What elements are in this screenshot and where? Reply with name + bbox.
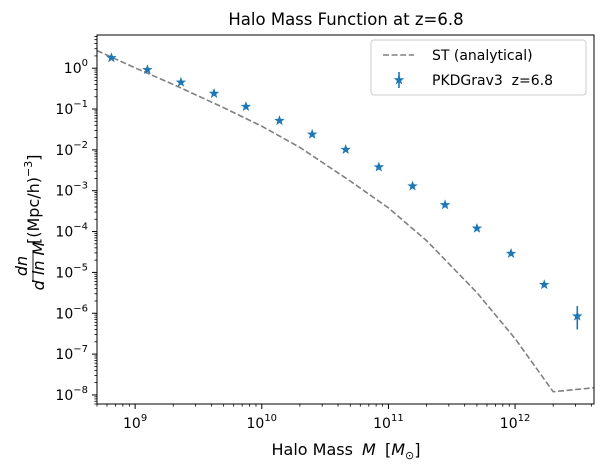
y-axis-title-unit-close: ] [24, 155, 43, 161]
x-tick-label: 1011 [373, 413, 404, 432]
plot-area [97, 49, 594, 393]
data-point-star [572, 310, 583, 321]
data-point-star [539, 279, 550, 290]
y-tick-label: 10−6 [55, 303, 88, 322]
x-axis-title-unit-sub: ⊙ [405, 449, 414, 462]
data-point-star [208, 88, 220, 98]
x-tick-label: 1012 [500, 413, 531, 432]
data-point-star [340, 144, 351, 154]
legend-label-pkdgrav3: PKDGrav3 z=6.8 [432, 73, 553, 89]
y-tick-label: 10−2 [55, 140, 88, 159]
y-tick-label-base: 10 [55, 225, 73, 241]
y-tick-label: 10−4 [55, 222, 88, 241]
y-tick-label: 10−1 [55, 99, 88, 118]
y-tick-label-exp: 0 [82, 58, 88, 69]
data-point-star [373, 161, 385, 172]
x-axis-title-text: Halo Mass [272, 440, 353, 459]
y-tick-label-exp: −7 [73, 344, 88, 355]
data-layer [97, 49, 594, 393]
x-axis-title-unit: M [391, 440, 405, 459]
y-tick-label-base: 10 [55, 143, 73, 159]
data-point-star [505, 248, 517, 258]
legend-star-marker [393, 74, 405, 85]
x-tick-label-base: 10 [123, 416, 141, 432]
data-point-star [306, 128, 318, 139]
y-tick-label-base: 10 [55, 347, 73, 363]
x-tick-label: 1010 [246, 413, 277, 432]
chart-title: Halo Mass Function at z=6.8 [228, 10, 463, 29]
data-point-star [439, 199, 451, 210]
axes: 109 1010 1011 101210010−110−210−310−410−510… [55, 34, 595, 432]
x-axis-title-bracket-open: [ [385, 440, 391, 459]
data-point-star [142, 64, 153, 75]
y-tick-label: 10−8 [55, 385, 88, 404]
legend-label-st-analytical: ST (analytical) [432, 48, 533, 64]
x-tick-label-base: 10 [500, 416, 518, 432]
y-axis-title-unit-exp: −3 [22, 161, 35, 177]
legend: ST (analytical) PKDGrav3 z=6.8 [370, 39, 587, 96]
y-axis-title: dn d ln M [(Mpc/h)−3] [12, 155, 48, 291]
y-tick-label-base: 10 [55, 102, 73, 118]
y-axis-title-unit-text: [(Mpc/h) [24, 177, 43, 244]
data-point-star [274, 115, 285, 126]
data-point-star [175, 76, 187, 87]
y-tick-label-exp: −5 [73, 262, 88, 273]
y-tick-label-base: 10 [64, 61, 82, 77]
y-tick-label-base: 10 [55, 184, 73, 200]
data-point-star [106, 52, 117, 63]
y-tick-label-exp: −3 [73, 181, 88, 192]
y-tick-label-exp: −8 [73, 385, 88, 396]
series-line-st-analytical [97, 49, 594, 393]
y-tick-label-exp: −1 [73, 99, 88, 110]
x-tick-label-base: 10 [373, 416, 391, 432]
y-tick-label-exp: −6 [73, 303, 88, 314]
y-axis-title-denominator: d ln M [29, 241, 48, 290]
y-tick-label-base: 10 [55, 265, 73, 281]
x-axis-title-var: M [362, 440, 376, 459]
x-tick-label: 109 [123, 413, 147, 432]
y-tick-label-base: 10 [55, 306, 73, 322]
y-tick-label: 10−5 [55, 262, 88, 281]
y-tick-label-exp: −4 [73, 222, 88, 233]
data-point-star [471, 222, 483, 233]
x-tick-label-base: 10 [246, 416, 264, 432]
y-tick-label: 100 [64, 58, 88, 77]
x-tick-label-exp: 11 [391, 413, 404, 424]
legend-box [370, 39, 587, 96]
x-tick-label-exp: 10 [264, 413, 277, 424]
x-tick-label-exp: 12 [518, 413, 531, 424]
data-point-star [407, 180, 418, 191]
y-axis-title-unit: [(Mpc/h)−3] [22, 155, 43, 244]
x-axis-title: Halo Mass M [M⊙] [272, 440, 421, 462]
x-tick-label-exp: 9 [141, 413, 147, 424]
y-tick-label: 10−7 [55, 344, 88, 363]
y-tick-label: 10−3 [55, 181, 88, 200]
y-tick-label-base: 10 [55, 388, 73, 404]
y-axis-title-numerator: dn [12, 256, 31, 276]
data-point-star [240, 101, 252, 112]
y-tick-label-exp: −2 [73, 140, 88, 151]
x-axis-title-bracket-close: ] [414, 440, 420, 459]
